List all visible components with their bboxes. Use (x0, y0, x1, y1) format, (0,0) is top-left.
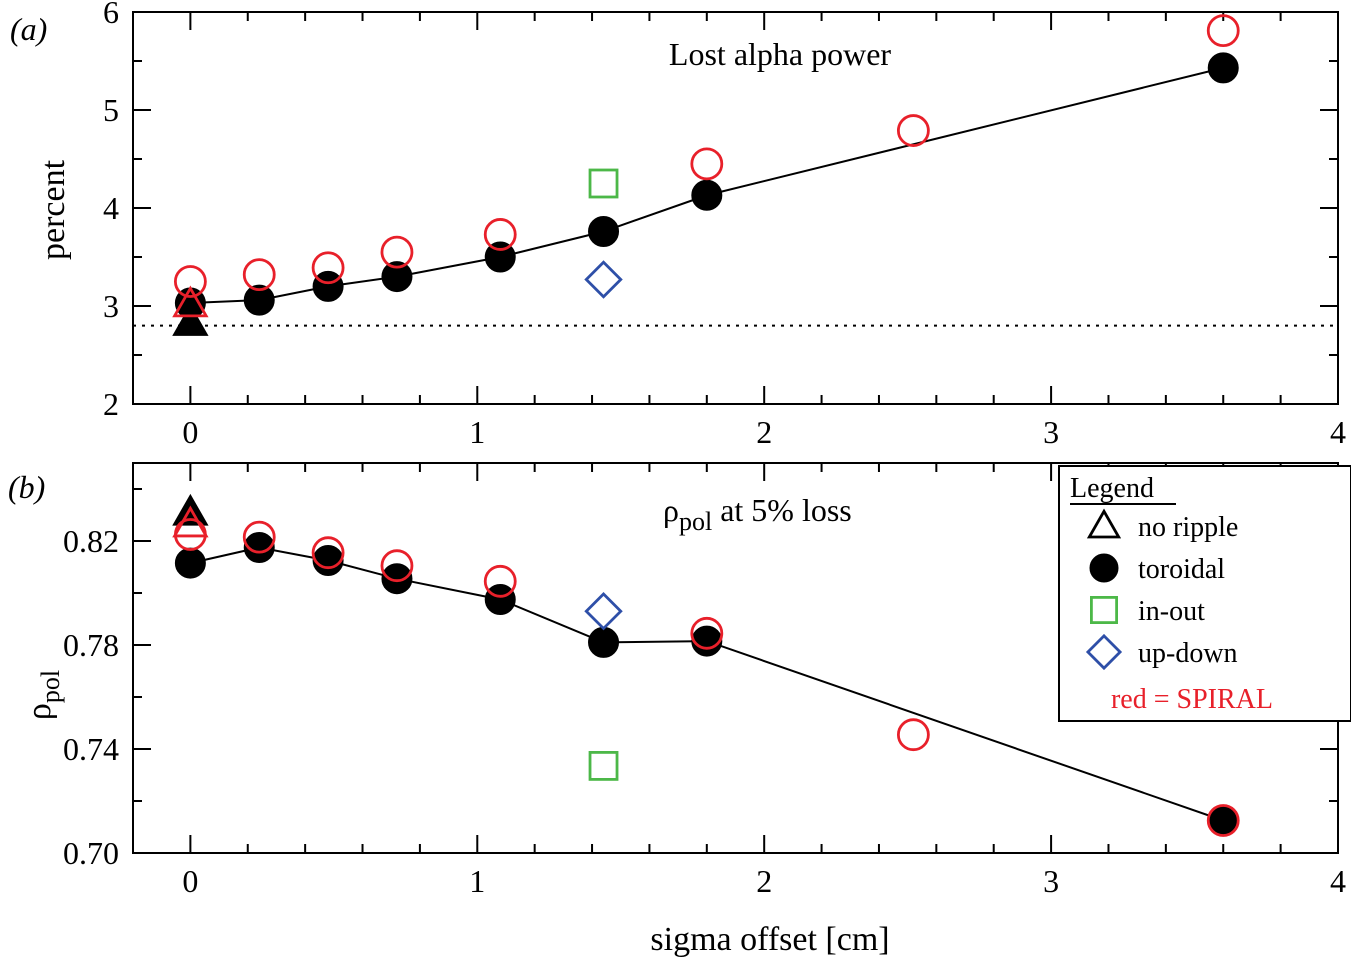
x-tick-label: 0 (182, 863, 198, 899)
point-toroidal-SPIRAL (173, 518, 207, 551)
legend-marker-in-out (1090, 596, 1119, 625)
y-tick-label: 0.82 (63, 523, 119, 559)
x-tick-label: 4 (1330, 863, 1346, 899)
legend-label-up-down: up-down (1138, 638, 1238, 669)
y-tick-label: 0.78 (63, 627, 119, 663)
legend-marker-no-ripple (1086, 508, 1122, 539)
point-toroidal (588, 626, 620, 658)
panel-b-plot (172, 493, 1240, 837)
point-toroidal-SPIRAL (483, 218, 517, 251)
point-toroidal-SPIRAL (1206, 14, 1240, 48)
point-no-ripple (172, 304, 209, 336)
point-toroidal-SPIRAL (242, 258, 276, 292)
panel-a-title: Lost alpha power (669, 36, 892, 72)
point-toroidal (381, 563, 413, 595)
point-toroidal (1207, 52, 1239, 84)
panel-b-xlabel: sigma offset [cm] (650, 921, 889, 958)
point-toroidal-SPIRAL (690, 147, 724, 181)
panel-a-plot (133, 14, 1338, 336)
y-tick-label: 0.70 (63, 835, 119, 871)
legend-label-no-ripple: no ripple (1138, 512, 1238, 543)
x-tick-label: 0 (182, 414, 198, 450)
panel-b-axes: 0 1 2 3 4 0.70 0.74 0.78 0.82 (63, 462, 1346, 899)
point-toroidal-SPIRAL (242, 520, 276, 554)
panel-b-ylabel: ρpol (21, 670, 65, 720)
panel-b-title-rest: at 5% loss (712, 492, 852, 528)
point-toroidal (588, 216, 620, 248)
legend-box (1058, 465, 1351, 722)
x-tick-label: 1 (469, 863, 485, 899)
point-toroidal (381, 261, 413, 293)
panel-a-ylabel: percent (35, 159, 72, 260)
point-in-out (588, 168, 619, 199)
legend-marker-toroidal (1089, 553, 1119, 583)
point-toroidal (243, 284, 275, 316)
y-tick-label: 2 (103, 386, 119, 422)
point-toroidal-SPIRAL (1206, 804, 1240, 837)
x-tick-label: 2 (756, 414, 772, 450)
legend-title: Legend (1070, 473, 1154, 504)
point-toroidal-SPIRAL (483, 564, 517, 598)
panel-b: (b) ρpol at 5% loss ρpol sigma offset [c… (8, 462, 1346, 958)
y-tick-label: 4 (103, 190, 119, 226)
point-up-down (584, 260, 623, 299)
point-toroidal (312, 270, 344, 302)
legend-label-toroidal: toroidal (1138, 554, 1225, 585)
point-up-down (584, 591, 623, 631)
y-tick-label: 0.74 (63, 731, 119, 767)
panel-b-title-sub: pol (679, 507, 712, 536)
point-no-ripple-SPIRAL (172, 285, 209, 318)
y-tick-label: 5 (103, 92, 119, 128)
panel-a-label: (a) (10, 11, 47, 47)
x-tick-label: 3 (1043, 863, 1059, 899)
point-toroidal-SPIRAL (311, 251, 345, 285)
point-toroidal-SPIRAL (311, 536, 345, 570)
point-toroidal (174, 547, 206, 579)
point-toroidal (691, 179, 723, 211)
point-toroidal (312, 545, 344, 576)
point-in-out (588, 751, 619, 781)
x-tick-label: 3 (1043, 414, 1059, 450)
legend: Legend no ripple toroidal in-out up-down re… (1058, 465, 1351, 722)
y-tick-label: 3 (103, 288, 119, 324)
point-toroidal (691, 625, 723, 657)
point-toroidal-SPIRAL (380, 549, 414, 583)
y-tick-label: 6 (103, 0, 119, 30)
panel-a-axes: 0 1 2 3 4 2 3 4 5 6 (103, 0, 1346, 450)
point-toroidal-SPIRAL (896, 718, 930, 752)
legend-items: no ripple toroidal in-out up-down (1085, 508, 1238, 671)
point-toroidal-SPIRAL (896, 114, 930, 147)
point-toroidal (484, 584, 516, 615)
point-toroidal (243, 532, 275, 563)
point-toroidal-SPIRAL (173, 265, 207, 298)
point-toroidal-SPIRAL (380, 235, 414, 269)
x-tick-label: 2 (756, 863, 772, 899)
panel-b-ylabel-sub: pol (36, 670, 65, 703)
panel-b-ylabel-rho: ρ (21, 703, 58, 720)
panel-b-title: ρpol at 5% loss (663, 492, 852, 536)
x-tick-label: 4 (1330, 414, 1346, 450)
point-toroidal (484, 241, 516, 273)
x-tick-label: 1 (469, 414, 485, 450)
legend-note: red = SPIRAL (1111, 684, 1273, 715)
point-toroidal-SPIRAL (690, 616, 724, 650)
legend-marker-up-down (1085, 633, 1123, 671)
legend-label-in-out: in-out (1138, 596, 1205, 627)
panel-a: (a) Lost alpha power percent 0 1 2 3 4 2 3 4 5 6 (10, 0, 1346, 450)
panel-b-label: (b) (8, 469, 45, 505)
panel-b-title-rho: ρ (663, 492, 679, 528)
